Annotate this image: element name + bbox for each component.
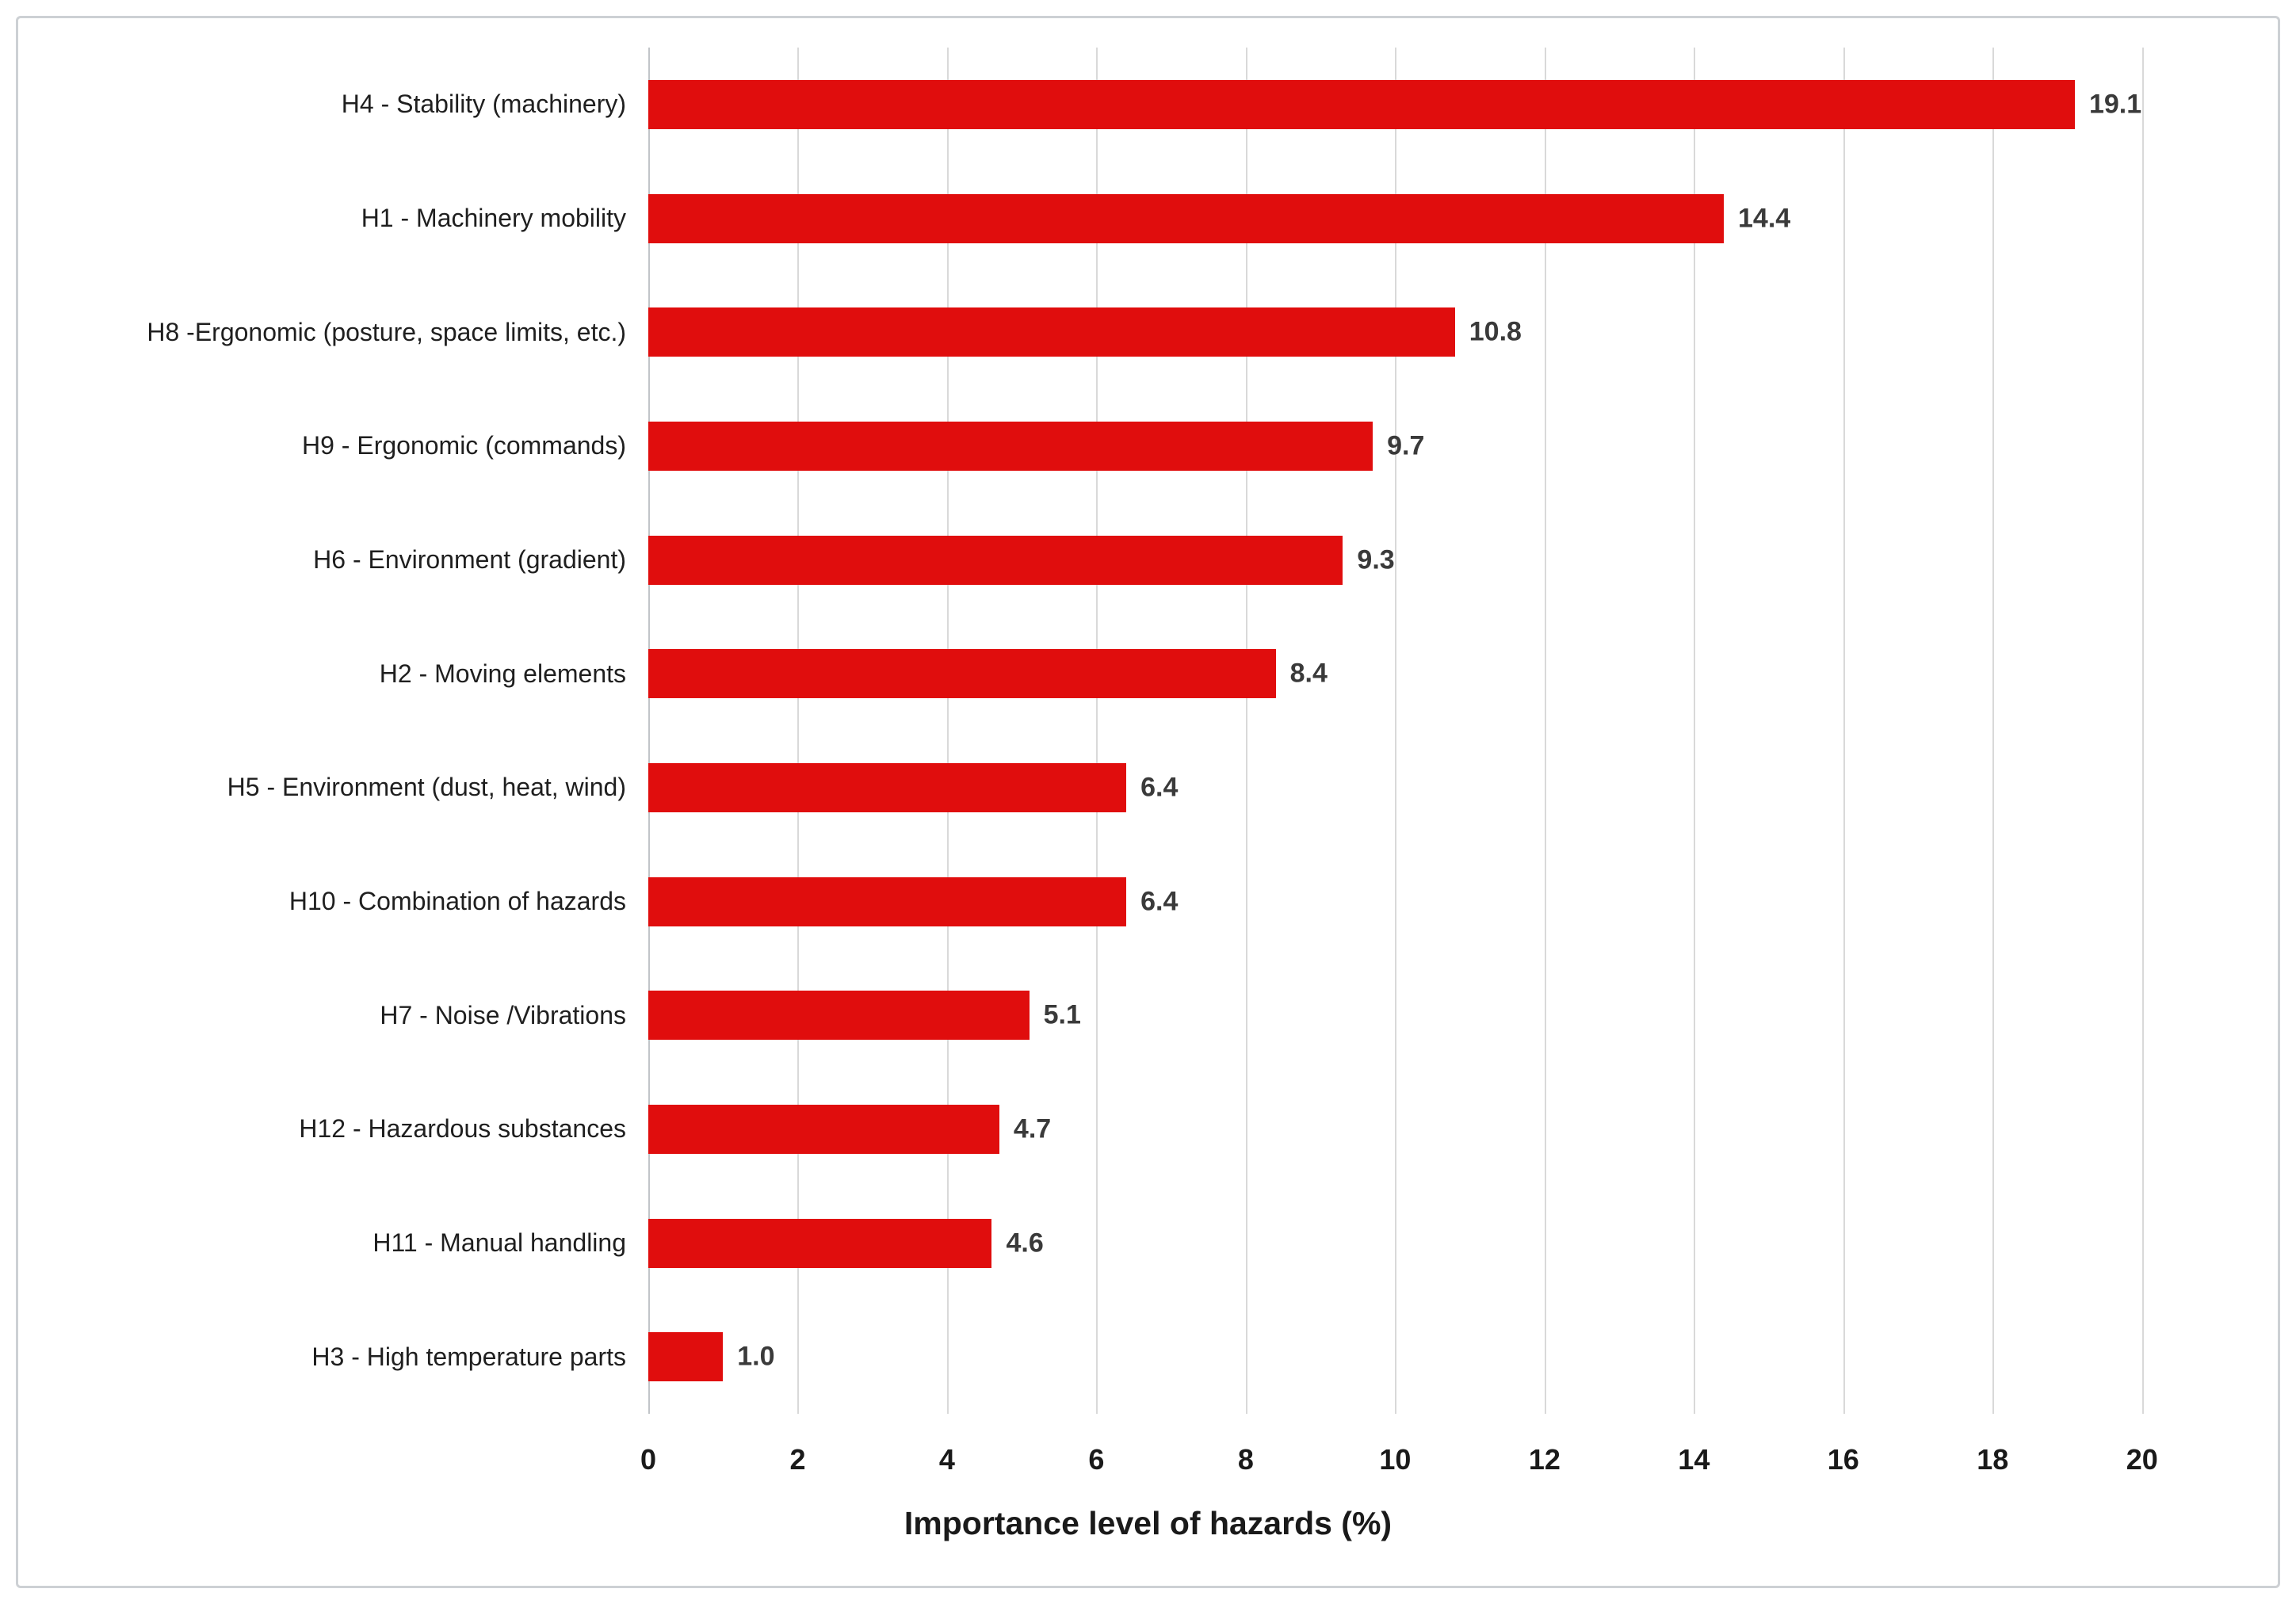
plot-area: H4 - Stability (machinery) 19.1 H1 - Mac…: [55, 48, 2217, 1414]
value-label: 4.7: [1013, 1113, 1052, 1144]
x-axis-ticks: 0 2 4 6 8 10 12 14 16 18 20: [640, 1434, 2217, 1485]
x-tick-label: 4: [938, 1443, 955, 1476]
category-label: H9 - Ergonomic (commands): [302, 431, 626, 460]
x-tick-label: 16: [1827, 1443, 1859, 1476]
bar: [648, 307, 1455, 357]
value-label: 14.4: [1738, 203, 1791, 233]
x-tick-label: 2: [789, 1443, 806, 1476]
bar-track: 8.4: [648, 617, 2217, 731]
x-tick-label: 0: [640, 1443, 657, 1476]
value-label: 5.1: [1043, 999, 1081, 1030]
bar-track: 9.3: [648, 503, 2217, 617]
bar-row: H10 - Combination of hazards 6.4: [55, 845, 2217, 959]
bar-track: 4.7: [648, 1072, 2217, 1186]
bar-row: H12 - Hazardous substances 4.7: [55, 1072, 2217, 1186]
bar-track: 10.8: [648, 275, 2217, 389]
category-label: H6 - Environment (gradient): [313, 545, 626, 575]
x-tick-label: 8: [1237, 1443, 1254, 1476]
bar: [648, 79, 2075, 129]
bar: [648, 1332, 724, 1382]
bar: [648, 193, 1725, 243]
bar-track: 1.0: [648, 1300, 2217, 1414]
bar-row: H3 - High temperature parts 1.0: [55, 1300, 2217, 1414]
bar-row: H11 - Manual handling 4.6: [55, 1186, 2217, 1300]
x-tick-label: 14: [1678, 1443, 1710, 1476]
value-label: 19.1: [2088, 89, 2142, 120]
x-tick-label: 18: [1977, 1443, 2009, 1476]
bar-track: 19.1: [648, 48, 2217, 162]
bar-row: H7 - Noise /Vibrations 5.1: [55, 958, 2217, 1072]
category-label: H10 - Combination of hazards: [288, 887, 626, 916]
bar: [648, 1218, 992, 1268]
category-label: H11 - Manual handling: [372, 1228, 626, 1258]
bar-track: 6.4: [648, 731, 2217, 845]
bar-row: H8 -Ergonomic (posture, space limits, et…: [55, 275, 2217, 389]
category-label: H7 - Noise /Vibrations: [380, 1000, 626, 1029]
bar-row: H2 - Moving elements 8.4: [55, 617, 2217, 731]
bar-row: H9 - Ergonomic (commands) 9.7: [55, 389, 2217, 503]
value-label: 1.0: [737, 1341, 775, 1372]
category-label: H8 -Ergonomic (posture, space limits, et…: [147, 317, 626, 346]
x-tick-label: 20: [2126, 1443, 2158, 1476]
x-tick-label: 10: [1379, 1443, 1412, 1476]
bar: [648, 762, 1127, 812]
x-tick-label: 6: [1088, 1443, 1105, 1476]
x-tick-label: 12: [1528, 1443, 1561, 1476]
value-label: 6.4: [1140, 886, 1179, 917]
bar-row: H6 - Environment (gradient) 9.3: [55, 503, 2217, 617]
value-label: 9.3: [1357, 544, 1395, 575]
bar-track: 5.1: [648, 958, 2217, 1072]
value-label: 8.4: [1289, 658, 1328, 689]
bar: [648, 876, 1127, 926]
bar-row: H1 - Machinery mobility 14.4: [55, 162, 2217, 276]
bar-row: H5 - Environment (dust, heat, wind) 6.4: [55, 731, 2217, 845]
x-axis-title: Importance level of hazards (%): [904, 1505, 1392, 1541]
category-label: H12 - Hazardous substances: [299, 1114, 626, 1144]
bar: [648, 421, 1373, 471]
category-label: H1 - Machinery mobility: [361, 204, 626, 232]
category-label: H4 - Stability (machinery): [341, 90, 626, 119]
category-label: H2 - Moving elements: [379, 659, 626, 688]
category-label: H5 - Environment (dust, heat, wind): [227, 773, 626, 802]
bar: [648, 649, 1276, 699]
bar: [648, 1104, 999, 1154]
value-label: 10.8: [1469, 316, 1522, 347]
bar-row: H4 - Stability (machinery) 19.1: [55, 48, 2217, 162]
bar: [648, 991, 1030, 1041]
bar-track: 6.4: [648, 845, 2217, 959]
bar-track: 4.6: [648, 1186, 2217, 1300]
bar-track: 9.7: [648, 389, 2217, 503]
value-label: 9.7: [1387, 430, 1425, 461]
category-label: H3 - High temperature parts: [311, 1342, 626, 1371]
value-label: 6.4: [1140, 772, 1179, 803]
value-label: 4.6: [1006, 1228, 1044, 1258]
bar-track: 14.4: [648, 162, 2217, 276]
bar: [648, 535, 1343, 585]
